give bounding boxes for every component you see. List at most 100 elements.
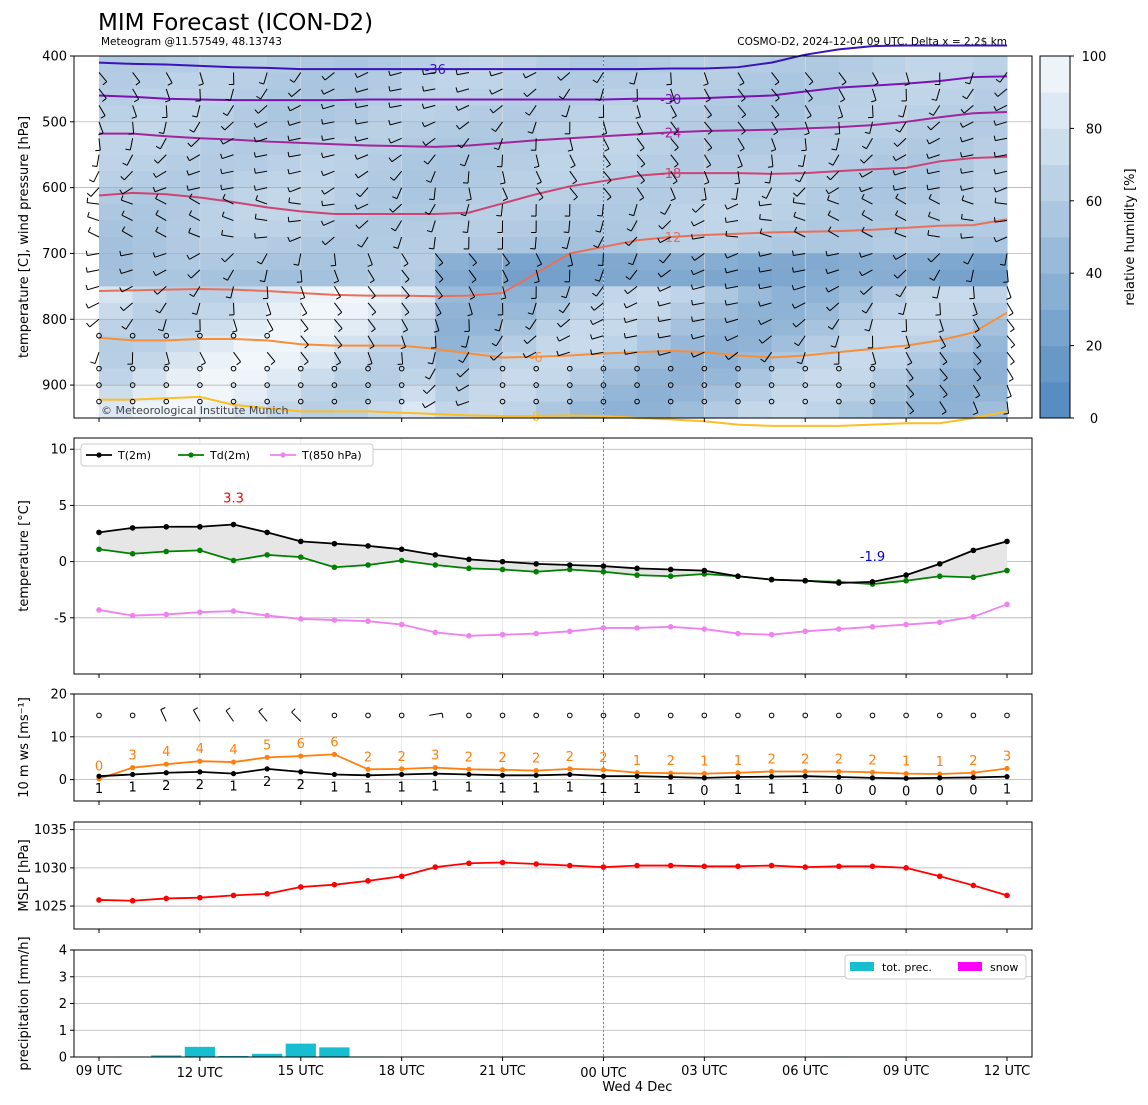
calm-circle xyxy=(701,365,708,372)
wind-barb xyxy=(154,187,167,193)
wind-barb xyxy=(434,319,440,331)
wind-barb-flag xyxy=(131,116,137,119)
wind-barb-flag xyxy=(657,272,662,278)
wind-barb xyxy=(735,187,739,200)
isotherm-line xyxy=(98,75,1008,102)
mean-wind-point xyxy=(970,774,976,781)
wind-barb-flag xyxy=(456,372,461,378)
wind-barb xyxy=(995,154,1008,158)
wind-barb-flag xyxy=(304,344,309,349)
wind-barb xyxy=(928,137,940,145)
wind-barb-flag xyxy=(455,386,459,392)
wind-barb-flag xyxy=(320,170,324,176)
wind-barb-flag xyxy=(942,394,948,398)
wind-barb xyxy=(288,137,301,142)
wind-barb xyxy=(457,88,470,93)
wind-barb xyxy=(972,319,980,330)
rh-cell xyxy=(199,154,235,172)
rh-cell xyxy=(233,138,268,156)
rh-cell xyxy=(906,171,941,189)
rh-cell xyxy=(368,237,403,255)
wind-barb xyxy=(255,187,268,191)
wind-barb-flag xyxy=(522,73,526,79)
wind-barb-flag xyxy=(941,411,947,415)
wind-barb xyxy=(930,253,941,263)
rh-cell xyxy=(569,269,605,287)
wind-barb xyxy=(535,170,542,183)
t850-point xyxy=(567,628,573,635)
wind-barb xyxy=(961,154,974,158)
rh-cell xyxy=(939,319,974,337)
gust-point xyxy=(668,770,674,776)
wind-barb xyxy=(869,121,873,134)
wind-barb xyxy=(196,302,201,315)
rh-cell xyxy=(569,302,605,320)
wind-barb-flag xyxy=(556,336,560,342)
wind-barb xyxy=(799,170,806,183)
rh-cell xyxy=(737,269,773,287)
rh-cell xyxy=(569,253,605,271)
wind-barb-flag xyxy=(942,361,948,366)
wind-barb-flag xyxy=(335,296,341,300)
calm-circle xyxy=(264,365,270,372)
t850-point xyxy=(432,629,439,636)
wind-barb-flag xyxy=(232,330,238,333)
wind-barb xyxy=(94,352,100,364)
gust-point xyxy=(298,753,304,759)
t2m-point xyxy=(567,562,573,568)
wind-barb xyxy=(633,72,638,85)
rh-cell xyxy=(267,171,302,189)
rh-cell xyxy=(502,385,537,403)
wind-barb xyxy=(224,121,234,131)
wind-barb xyxy=(835,138,840,151)
calm-circle xyxy=(869,398,876,405)
wind-barb xyxy=(434,253,444,264)
y-tick-label: 20 xyxy=(50,688,67,703)
wind-barb xyxy=(670,121,679,132)
y-tick-label: 10 xyxy=(50,730,67,745)
wind-barb xyxy=(266,351,276,362)
gust-point xyxy=(130,765,136,771)
wind-barb-flag xyxy=(270,361,276,365)
wind-barb-flag xyxy=(767,166,773,168)
t850-point xyxy=(1004,601,1010,608)
rh-cell xyxy=(670,187,705,205)
rh-cell xyxy=(267,88,302,106)
wind-barb xyxy=(625,302,638,309)
wind-barb-flag xyxy=(321,75,326,81)
wind-ylabel: 10 m ws [ms⁻¹] xyxy=(17,697,32,798)
wind-barb-flag xyxy=(593,244,599,249)
wind-barb-flag xyxy=(388,157,393,162)
wind-barb xyxy=(636,187,645,198)
rh-cell xyxy=(737,368,773,386)
wind-barb xyxy=(87,252,100,257)
wind-barb-flag xyxy=(503,280,509,284)
mean-value-label: 0 xyxy=(868,784,876,799)
rh-cell xyxy=(300,319,336,337)
wind-barb-flag xyxy=(926,139,930,145)
t2m-line xyxy=(98,523,1008,584)
wind-barb-flag xyxy=(220,125,226,131)
rh-cell xyxy=(99,401,134,419)
wind-barb xyxy=(129,138,134,151)
rh-cell xyxy=(334,401,369,419)
rh-cell xyxy=(569,401,605,419)
rh-cell xyxy=(132,237,167,255)
wind-barb-flag xyxy=(926,153,929,159)
rh-cell xyxy=(805,269,840,287)
wind-barb xyxy=(98,138,101,151)
wind-barb-flag xyxy=(724,317,727,323)
t2m-point xyxy=(96,529,102,536)
rh-cell xyxy=(468,154,504,172)
rh-cell xyxy=(872,138,907,156)
mslp-point xyxy=(466,860,472,867)
wind-barb-flag xyxy=(623,349,626,355)
wind-barb xyxy=(502,253,510,264)
wind-barb xyxy=(98,88,107,99)
colorbar-tick-label: 20 xyxy=(1086,340,1103,355)
wind-barb xyxy=(535,253,543,265)
wind-barb-flag xyxy=(320,103,324,109)
wind-barb xyxy=(794,302,806,309)
mean-wind-point xyxy=(130,771,136,778)
surface-calm-circle xyxy=(735,712,741,719)
